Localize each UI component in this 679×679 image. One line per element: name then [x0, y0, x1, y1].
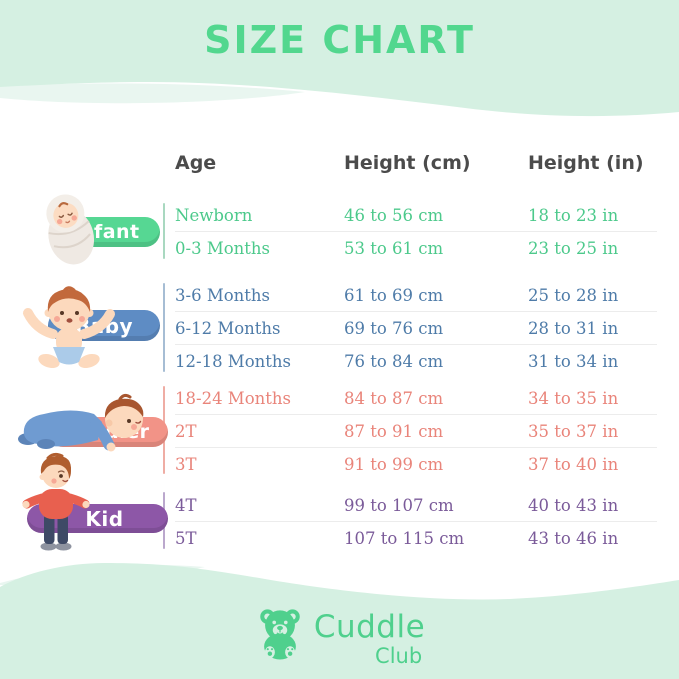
- group-label-pill-kid: Kid: [27, 504, 168, 533]
- baby-illustration: [23, 286, 115, 369]
- table-row: Newborn 46 to 56 cm 18 to 23 in: [175, 199, 657, 232]
- group-label: Kid: [85, 506, 124, 531]
- brand-logo: Cuddle Club: [0, 606, 679, 667]
- group-label: Toddler: [66, 421, 150, 443]
- group-accent-bar: [163, 492, 165, 549]
- age-cell: 3-6 Months: [175, 285, 270, 305]
- group-accent-bar: [163, 386, 165, 474]
- height-cm-cell: 87 to 91 cm: [344, 421, 444, 441]
- height-in-cell: 18 to 23 in: [528, 205, 619, 225]
- table-row: 2T 87 to 91 cm 35 to 37 in: [175, 415, 657, 448]
- bottom-wave-decoration: [0, 563, 679, 679]
- toddler-illustration: [18, 393, 144, 452]
- header-age: Age: [175, 152, 217, 174]
- header-height-cm: Height (cm): [344, 152, 471, 174]
- age-cell: 2T: [175, 421, 197, 441]
- crawling-toddler: [18, 393, 144, 452]
- height-cm-cell: 107 to 115 cm: [344, 528, 465, 548]
- age-cell: 4T: [175, 495, 197, 515]
- sitting-baby: [23, 286, 115, 369]
- height-cm-cell: 53 to 61 cm: [344, 238, 444, 258]
- height-in-cell: 31 to 34 in: [528, 351, 619, 371]
- age-cell: 12-18 Months: [175, 351, 291, 371]
- teddy-bear-icon: [260, 609, 300, 660]
- table-row: 0-3 Months 53 to 61 cm 23 to 25 in: [175, 232, 657, 264]
- height-in-cell: 25 to 28 in: [528, 285, 619, 305]
- height-in-cell: 37 to 40 in: [528, 454, 619, 474]
- age-cell: Newborn: [175, 205, 253, 225]
- height-cm-cell: 46 to 56 cm: [344, 205, 444, 225]
- group-accent-bar: [163, 283, 165, 372]
- age-cell: 5T: [175, 528, 197, 548]
- height-in-cell: 23 to 25 in: [528, 238, 619, 258]
- group-label: Infant: [72, 221, 140, 243]
- group-accent-bar: [163, 203, 165, 259]
- group-label: Baby: [74, 313, 134, 338]
- header-height-in: Height (in): [528, 152, 644, 174]
- height-cm-cell: 91 to 99 cm: [344, 454, 444, 474]
- brand-subname: Club: [375, 644, 423, 668]
- height-cm-cell: 69 to 76 cm: [344, 318, 444, 338]
- height-cm-cell: 61 to 69 cm: [344, 285, 444, 305]
- group-label-pill-baby: Baby: [48, 310, 160, 341]
- height-in-cell: 35 to 37 in: [528, 421, 619, 441]
- group-rows: Newborn 46 to 56 cm 18 to 23 in 0-3 Mont…: [175, 199, 657, 264]
- top-wave-decoration: [0, 0, 679, 117]
- height-cm-cell: 76 to 84 cm: [344, 351, 444, 371]
- height-cm-cell: 84 to 87 cm: [344, 388, 444, 408]
- group-rows: 3-6 Months 61 to 69 cm 25 to 28 in 6-12 …: [175, 279, 657, 377]
- age-cell: 18-24 Months: [175, 388, 291, 408]
- table-row: 5T 107 to 115 cm 43 to 46 in: [175, 522, 657, 554]
- height-in-cell: 40 to 43 in: [528, 495, 619, 515]
- swaddled-baby: [46, 194, 95, 265]
- group-label-pill-infant: Infant: [52, 217, 160, 247]
- page-title: SIZE CHART: [204, 18, 475, 62]
- table-header: Age Height (cm) Height (in): [175, 152, 655, 174]
- height-in-cell: 34 to 35 in: [528, 388, 619, 408]
- kid-illustration: [22, 452, 90, 551]
- table-row: 3T 91 to 99 cm 37 to 40 in: [175, 448, 657, 480]
- standing-kid: [22, 452, 90, 551]
- height-cm-cell: 99 to 107 cm: [344, 495, 454, 515]
- group-label-pill-toddler: Toddler: [48, 417, 168, 447]
- height-in-cell: 28 to 31 in: [528, 318, 619, 338]
- group-rows: 4T 99 to 107 cm 40 to 43 in 5T 107 to 11…: [175, 489, 657, 554]
- table-row: 18-24 Months 84 to 87 cm 34 to 35 in: [175, 382, 657, 415]
- brand-name: Cuddle: [313, 609, 426, 645]
- table-row: 6-12 Months 69 to 76 cm 28 to 31 in: [175, 312, 657, 345]
- age-cell: 6-12 Months: [175, 318, 281, 338]
- age-cell: 3T: [175, 454, 197, 474]
- table-row: 3-6 Months 61 to 69 cm 25 to 28 in: [175, 279, 657, 312]
- table-row: 4T 99 to 107 cm 40 to 43 in: [175, 489, 657, 522]
- brand-logo-text: Cuddle Club: [314, 606, 425, 667]
- height-in-cell: 43 to 46 in: [528, 528, 619, 548]
- age-cell: 0-3 Months: [175, 238, 270, 258]
- group-rows: 18-24 Months 84 to 87 cm 34 to 35 in 2T …: [175, 382, 657, 480]
- infant-illustration: [46, 194, 95, 265]
- table-row: 12-18 Months 76 to 84 cm 31 to 34 in: [175, 345, 657, 377]
